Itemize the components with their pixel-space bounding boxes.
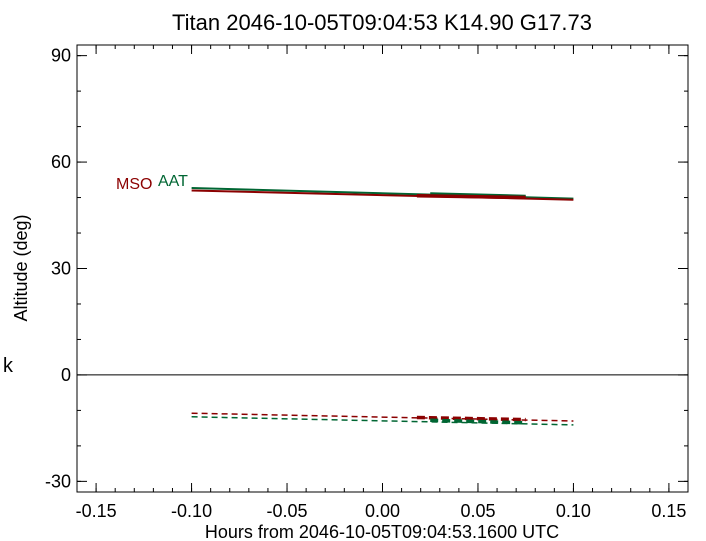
series-line-mso-dashed: [416, 415, 526, 422]
legend: MSO AAT: [116, 173, 188, 193]
legend-aat: AAT: [158, 173, 188, 190]
series-line-mso-dashed: [191, 412, 574, 422]
x-tick-label: 0.05: [460, 501, 495, 521]
y-axis-label: Altitude (deg): [11, 214, 31, 321]
legend-mso: MSO: [116, 176, 152, 193]
series-line-aat-dashed: [191, 416, 574, 426]
y-tick-label: 0: [61, 365, 71, 385]
plot-frame: [76, 44, 689, 493]
x-tick-label: -0.10: [171, 501, 212, 521]
y-tick-label: 60: [51, 152, 71, 172]
y-tick-label: -30: [45, 471, 71, 491]
data-series: [191, 187, 574, 426]
chart-title: Titan 2046-10-05T09:04:53 K14.90 G17.73: [172, 10, 592, 35]
series-line-mso-solid: [416, 194, 526, 200]
x-tick-label: -0.05: [267, 501, 308, 521]
x-tick-label: 0.15: [651, 501, 686, 521]
axis-ticks: -0.15 -0.10 -0.05 0.00 0.05 0.10 0.15 -30 0 30 60 9…: [45, 45, 689, 521]
y-tick-label: 30: [51, 259, 71, 279]
x-axis-label: Hours from 2046-10-05T09:04:53.1600 UTC: [205, 522, 559, 541]
x-tick-label: -0.15: [76, 501, 117, 521]
x-tick-label: 0.10: [556, 501, 591, 521]
y-tick-label: 90: [51, 46, 71, 66]
x-tick-label: 0.00: [365, 501, 400, 521]
side-mark: k: [2, 356, 15, 379]
series-line-aat-dashed: [430, 418, 526, 425]
